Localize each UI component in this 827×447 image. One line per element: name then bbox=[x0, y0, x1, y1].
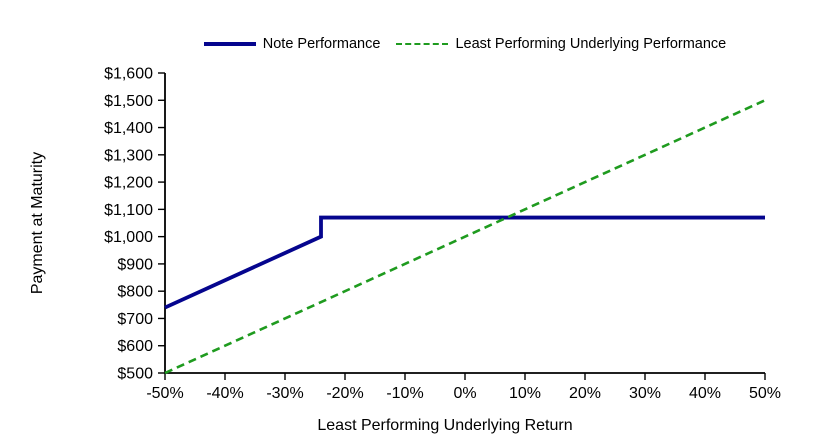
legend-label-underlying-performance: Least Performing Underlying Performance bbox=[455, 36, 727, 52]
x-axis-title: Least Performing Underlying Return bbox=[317, 417, 573, 434]
x-tick-label: 20% bbox=[569, 385, 601, 402]
y-tick-label: $1,400 bbox=[104, 120, 153, 137]
legend-item-underlying-performance: Least Performing Underlying Performance bbox=[396, 36, 726, 52]
y-tick-label: $800 bbox=[117, 284, 153, 301]
x-tick-label: 30% bbox=[629, 385, 661, 402]
solid-line-swatch bbox=[203, 42, 256, 46]
x-tick-label: -50% bbox=[146, 385, 183, 402]
x-tick-label: -40% bbox=[206, 385, 243, 402]
x-tick-label: 0% bbox=[453, 385, 476, 402]
y-tick-label: $1,200 bbox=[104, 175, 153, 192]
series-line-0 bbox=[164, 215, 765, 310]
legend-label-note-performance: Note Performance bbox=[262, 36, 381, 52]
chart-legend: Note Performance Least Performing Underl… bbox=[165, 36, 765, 52]
y-tick-label: $600 bbox=[117, 338, 153, 355]
y-tick-label: $1,600 bbox=[104, 66, 153, 83]
y-tick-label: $1,000 bbox=[104, 229, 153, 246]
y-tick-label: $900 bbox=[117, 256, 153, 273]
y-tick-label: $500 bbox=[117, 366, 153, 383]
series-line-1 bbox=[164, 99, 766, 375]
y-tick-label: $1,500 bbox=[104, 93, 153, 110]
y-tick-label: $1,300 bbox=[104, 147, 153, 164]
x-tick-label: -30% bbox=[266, 385, 303, 402]
y-tick-label: $700 bbox=[117, 311, 153, 328]
x-tick-label: 10% bbox=[509, 385, 541, 402]
y-axis-title: Payment at Maturity bbox=[29, 151, 46, 295]
legend-item-note-performance: Note Performance bbox=[203, 36, 381, 52]
x-tick-label: 40% bbox=[689, 385, 721, 402]
dashed-line-swatch bbox=[396, 43, 449, 45]
x-tick-label: -20% bbox=[326, 385, 363, 402]
x-tick-label: 50% bbox=[749, 385, 781, 402]
y-tick-label: $1,100 bbox=[104, 202, 153, 219]
x-tick-label: -10% bbox=[386, 385, 423, 402]
